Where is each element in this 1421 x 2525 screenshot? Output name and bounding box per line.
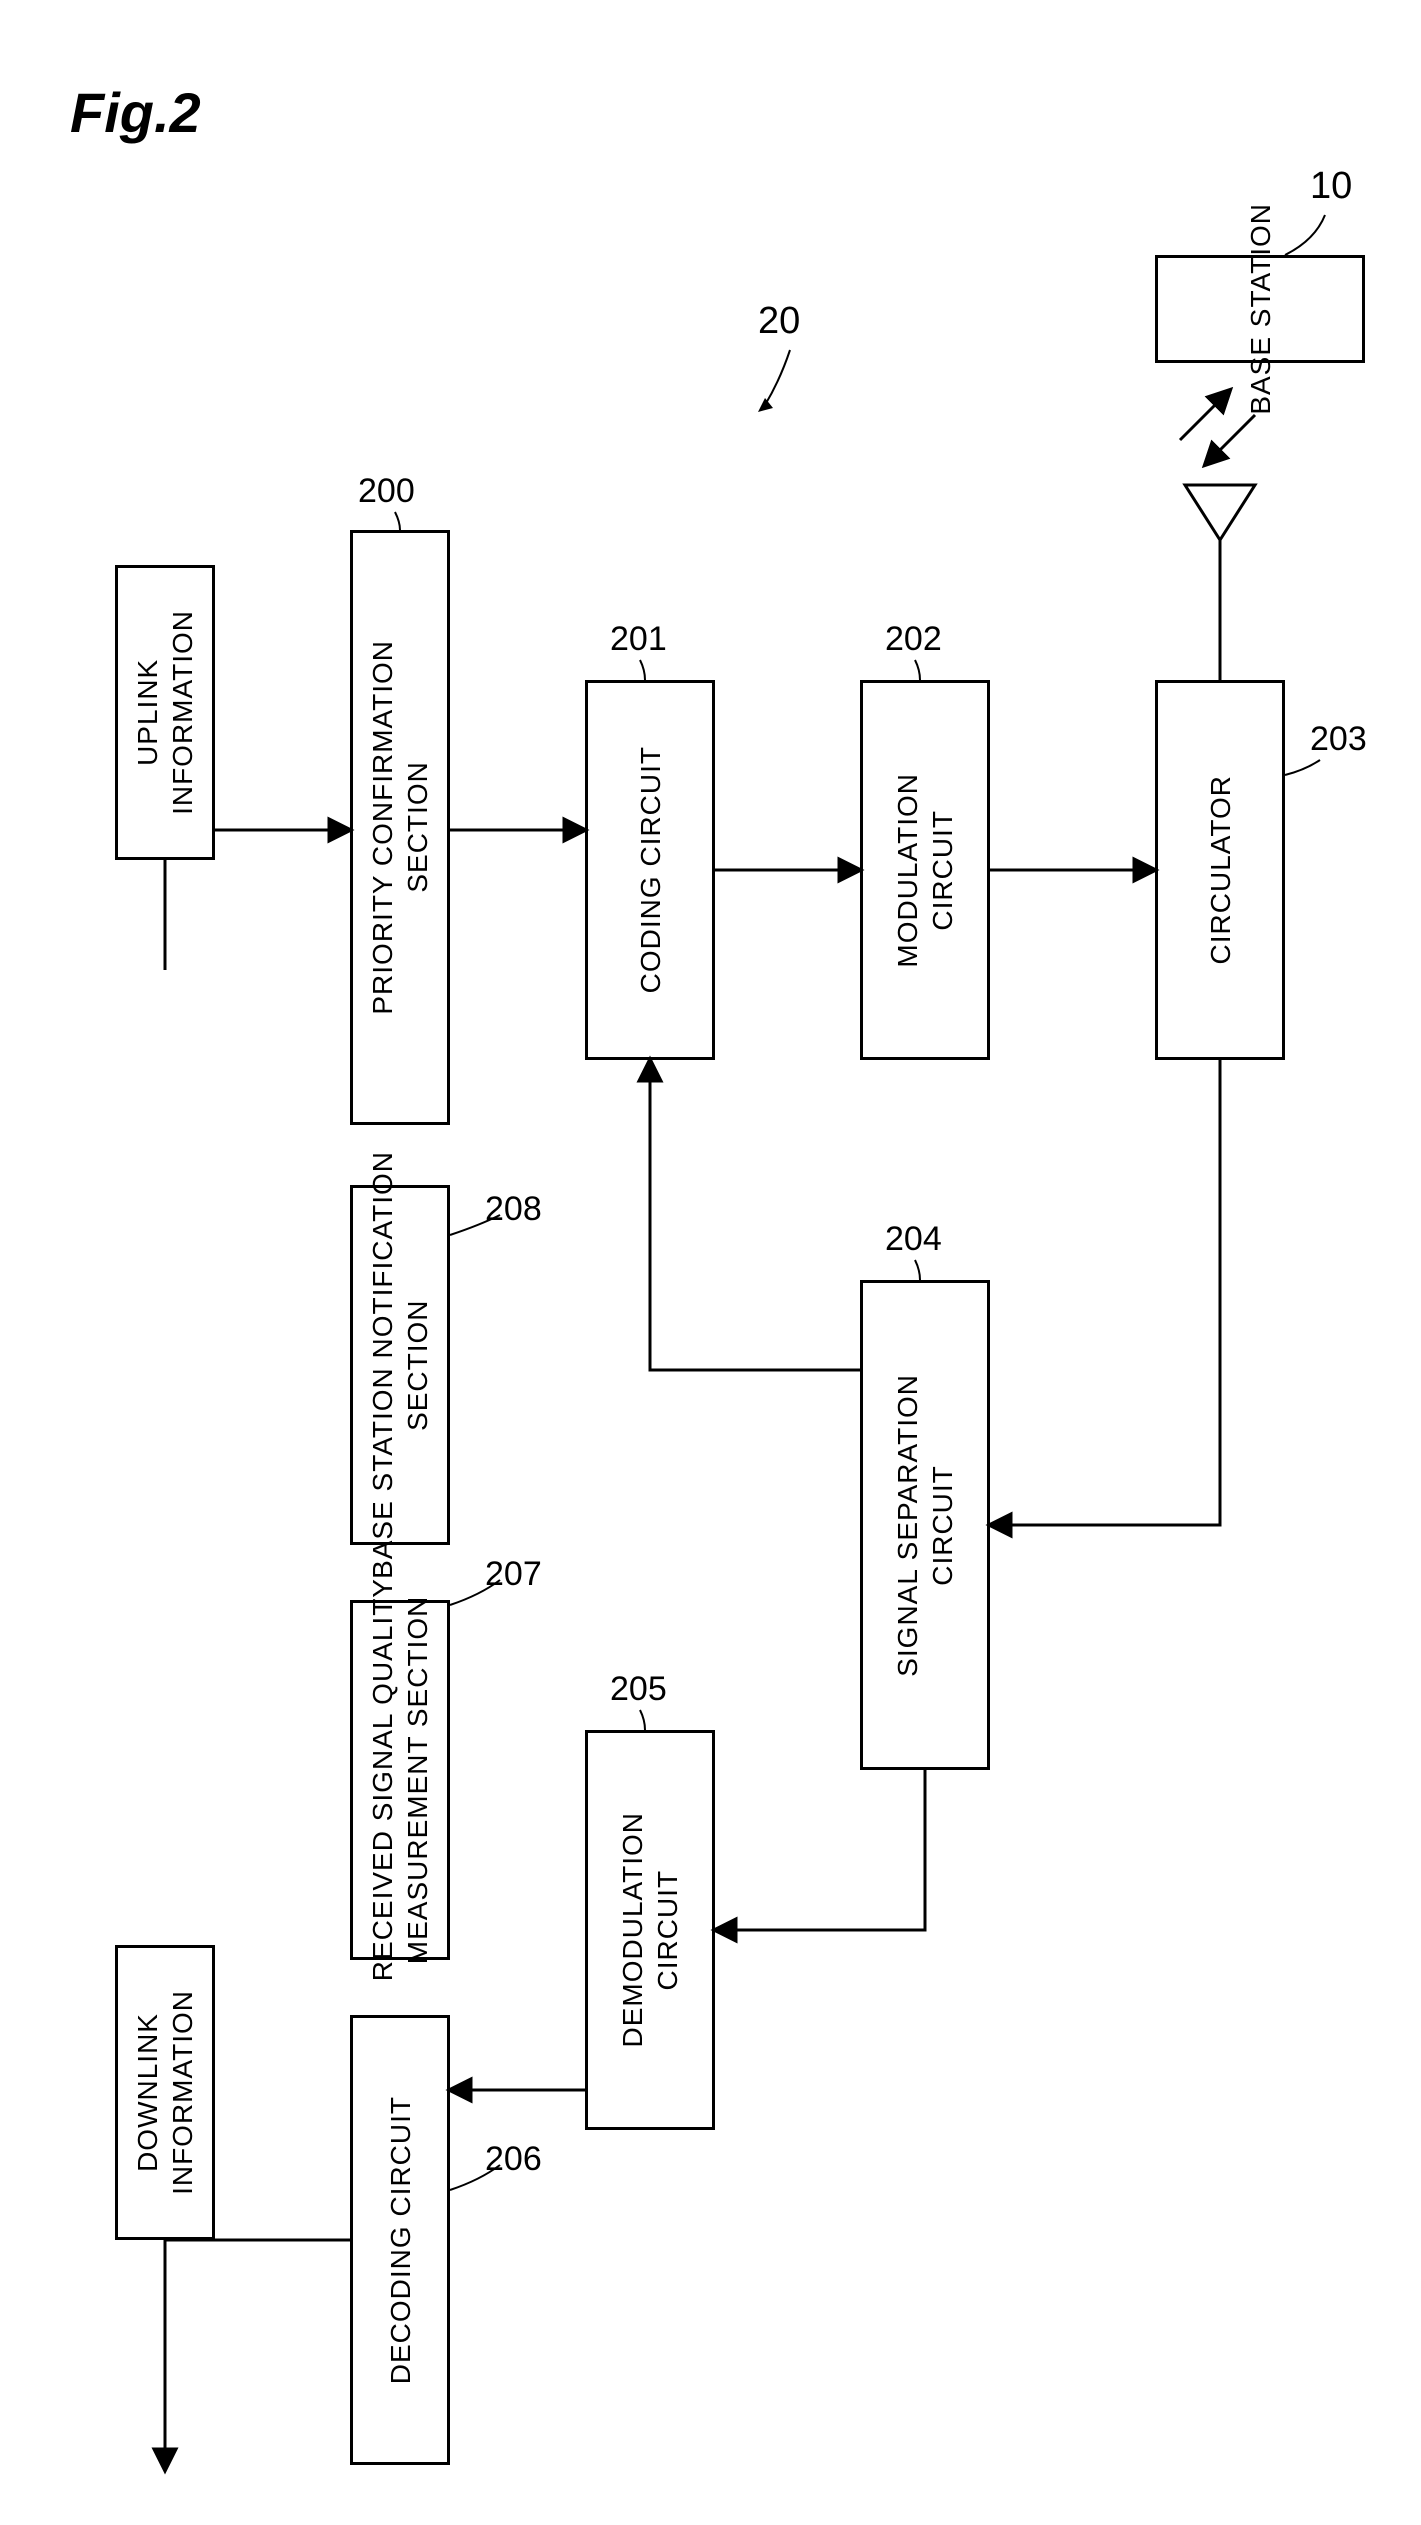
- base-station-notification-label: BASE STATION NOTIFICATION SECTION: [365, 1151, 435, 1579]
- ref-10: 10: [1310, 165, 1352, 208]
- ref-201: 201: [610, 620, 667, 659]
- diagram-canvas: Fig.2 20 10 BASE STATION UPLINK INFORMAT…: [0, 0, 1421, 2525]
- coding-circuit-label: CODING CIRCUIT: [633, 746, 668, 993]
- block-received-signal-quality: RECEIVED SIGNAL QUALITY MEASUREMENT SECT…: [350, 1600, 450, 1960]
- block-downlink-info: DOWNLINK INFORMATION: [115, 1945, 215, 2240]
- block-circulator: CIRCULATOR: [1155, 680, 1285, 1060]
- base-station-label: BASE STATION: [1243, 203, 1278, 415]
- block-base-station-notification: BASE STATION NOTIFICATION SECTION: [350, 1185, 450, 1545]
- decoding-circuit-label: DECODING CIRCUIT: [383, 2096, 418, 2384]
- ref-204: 204: [885, 1220, 942, 1259]
- downlink-info-label: DOWNLINK INFORMATION: [130, 1990, 200, 2195]
- circulator-label: CIRCULATOR: [1203, 775, 1238, 964]
- signal-separation-label: SIGNAL SEPARATION CIRCUIT: [890, 1374, 960, 1677]
- block-modulation-circuit: MODULATION CIRCUIT: [860, 680, 990, 1060]
- received-signal-quality-label: RECEIVED SIGNAL QUALITY MEASUREMENT SECT…: [365, 1578, 435, 1981]
- block-uplink-info: UPLINK INFORMATION: [115, 565, 215, 860]
- demodulation-circuit-label: DEMODULATION CIRCUIT: [615, 1812, 685, 2048]
- block-demodulation-circuit: DEMODULATION CIRCUIT: [585, 1730, 715, 2130]
- ref-208: 208: [485, 1190, 542, 1229]
- block-priority-confirmation: PRIORITY CONFIRMATION SECTION: [350, 530, 450, 1125]
- ref-202: 202: [885, 620, 942, 659]
- ref-20: 20: [758, 300, 800, 343]
- ref-207: 207: [485, 1555, 542, 1594]
- priority-confirmation-label: PRIORITY CONFIRMATION SECTION: [365, 640, 435, 1015]
- uplink-info-label: UPLINK INFORMATION: [130, 610, 200, 815]
- ref-200: 200: [358, 472, 415, 511]
- block-signal-separation: SIGNAL SEPARATION CIRCUIT: [860, 1280, 990, 1770]
- figure-title: Fig.2: [70, 80, 201, 145]
- block-coding-circuit: CODING CIRCUIT: [585, 680, 715, 1060]
- ref-203: 203: [1310, 720, 1367, 759]
- ref-205: 205: [610, 1670, 667, 1709]
- ref-206: 206: [485, 2140, 542, 2179]
- block-decoding-circuit: DECODING CIRCUIT: [350, 2015, 450, 2465]
- block-base-station: BASE STATION: [1155, 255, 1365, 363]
- modulation-circuit-label: MODULATION CIRCUIT: [890, 773, 960, 968]
